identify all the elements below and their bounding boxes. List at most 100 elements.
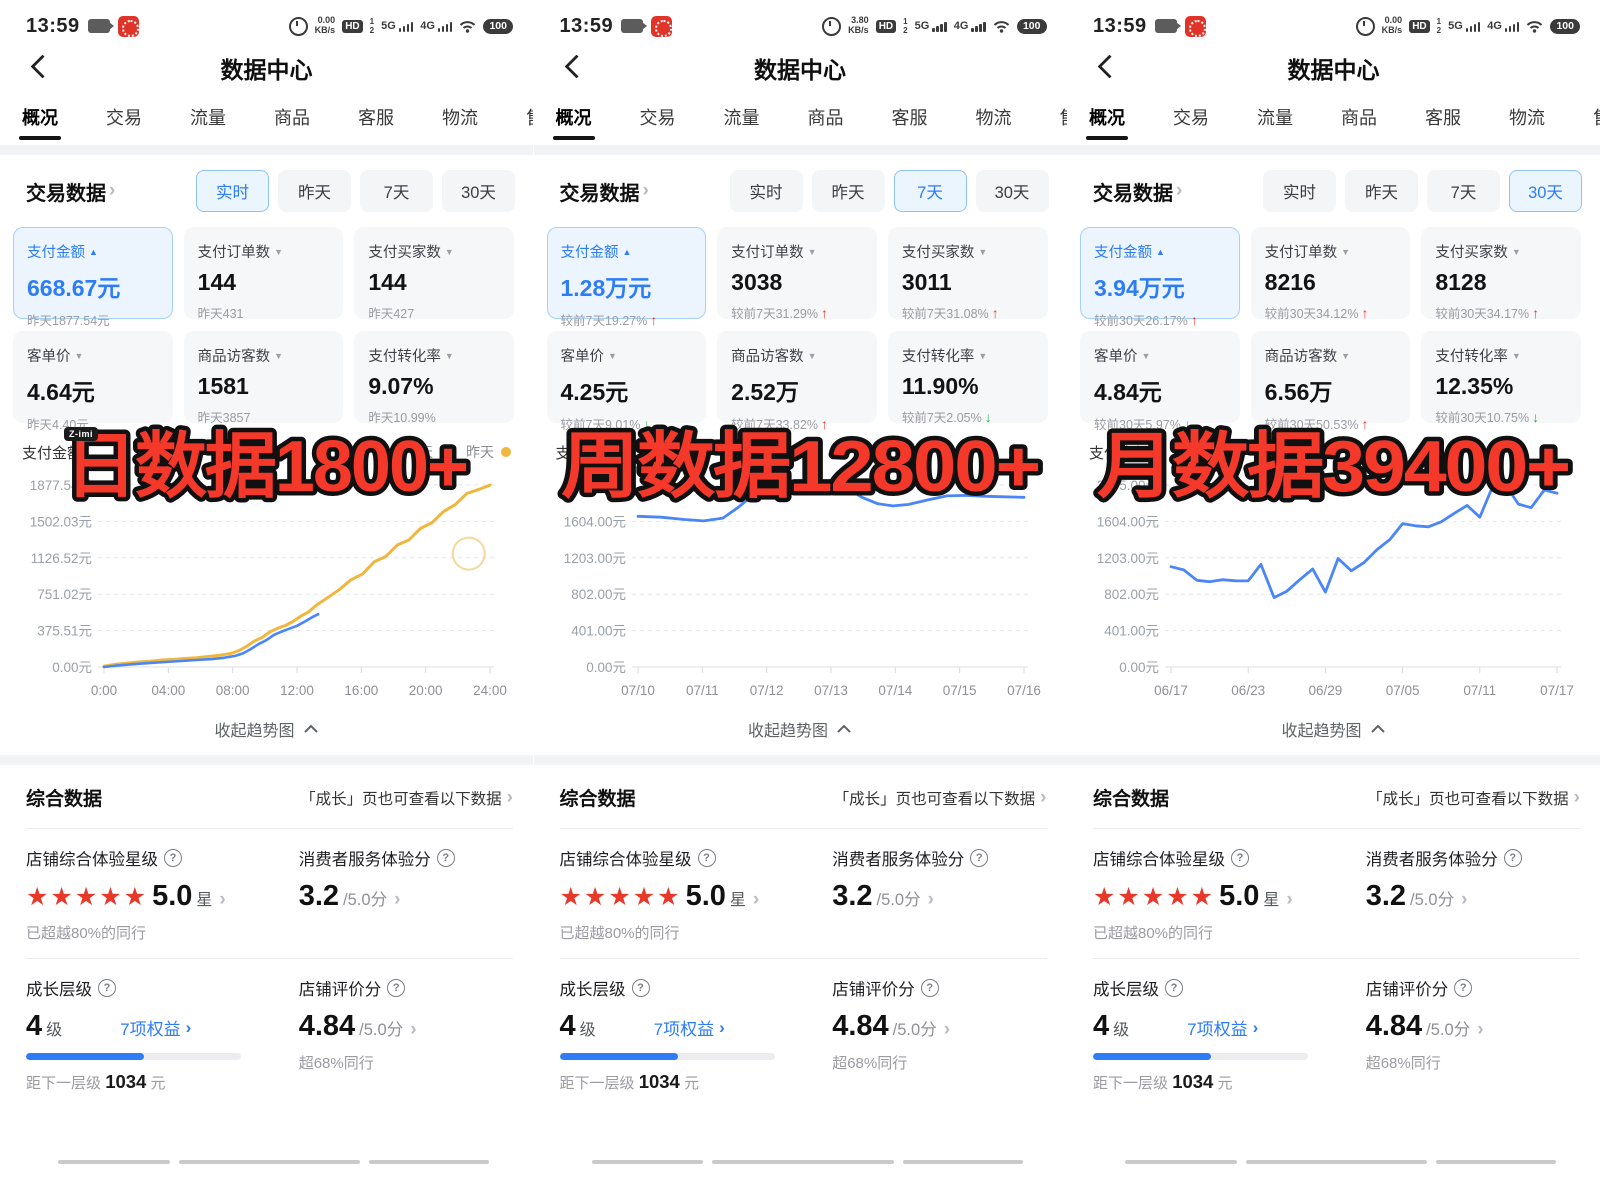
trend-chart[interactable]: 1877.54元 1502.03元 1126.52元 751.02元 375.51元 0.… <box>12 467 517 707</box>
tab-trade[interactable]: 交易 <box>106 108 142 128</box>
filter-realtime[interactable]: 实时 <box>1263 170 1336 212</box>
trade-data-title[interactable]: 交易数据 <box>559 182 640 205</box>
tab-overview[interactable]: 概况 <box>1086 104 1128 145</box>
tab-logistics[interactable]: 物流 <box>975 108 1012 128</box>
tab-overview[interactable]: 概况 <box>552 104 595 145</box>
service-score[interactable]: 3.2 /5.0分 › <box>298 880 401 912</box>
metric-card-pay-orders[interactable]: 支付订单数 ▼ 3038 较前7天31.29% ↑ <box>717 227 877 321</box>
metric-card-pay-buyers[interactable]: 支付买家数 ▼ 8128 较前30天34.17% ↑ <box>1421 227 1581 321</box>
trend-chart[interactable]: 2005.00元 1604.00元 1203.00元 802.00元 401.00元 0.… <box>546 467 1051 707</box>
metric-compare: 较前30天50.53% <box>1264 418 1359 432</box>
net-speed-value: 0.00 <box>317 15 336 26</box>
help-icon[interactable]: ? <box>970 849 989 867</box>
filter-7day[interactable]: 7天 <box>1427 170 1500 212</box>
filter-realtime[interactable]: 实时 <box>196 170 269 212</box>
tab-goods[interactable]: 商品 <box>1341 108 1377 128</box>
metric-card-avg-order[interactable]: 客单价 ▼ 4.64元 昨天4.40元 <box>13 331 173 432</box>
collapse-trend-link[interactable]: 收起趋势图 <box>534 717 1067 741</box>
metric-card-pay-orders[interactable]: 支付订单数 ▼ 144 昨天431 <box>183 227 344 321</box>
help-icon[interactable]: ? <box>1503 849 1522 867</box>
metric-card-avg-order[interactable]: 客单价 ▼ 4.84元 较前30天5.97% ↓ <box>1080 331 1240 432</box>
shop-star-rating[interactable]: ★★★★★ 5.0 星 › <box>559 880 760 912</box>
filter-7day[interactable]: 7天 <box>360 170 433 212</box>
tab-service[interactable]: 客服 <box>1425 108 1461 128</box>
trend-chart[interactable]: 2005.00元 1604.00元 1203.00元 802.00元 401.00元 0.… <box>1079 467 1584 707</box>
tab-service[interactable]: 客服 <box>358 108 394 128</box>
tab-aftersale[interactable]: 售 <box>1060 104 1067 145</box>
divider-strip <box>0 755 533 765</box>
tab-trade[interactable]: 交易 <box>639 108 676 128</box>
svg-text:07/16: 07/16 <box>1007 683 1041 698</box>
time-filter-group: 实时 昨天 7天 30天 <box>196 170 515 212</box>
metric-card-pay-orders[interactable]: 支付订单数 ▼ 8216 较前30天34.12% ↑ <box>1250 227 1411 321</box>
overall-data-section: 综合数据 「成长」页也可查看以下数据 › 店铺综合体验星级? ★★★★★ 5.0 … <box>1093 765 1580 1108</box>
service-score[interactable]: 3.2 /5.0分 › <box>1365 880 1468 912</box>
tab-goods[interactable]: 商品 <box>274 108 310 128</box>
tab-traffic[interactable]: 流量 <box>190 108 226 128</box>
cutoff-skeleton-bars <box>58 1160 489 1164</box>
help-icon[interactable]: ? <box>697 849 716 867</box>
collapse-trend-link[interactable]: 收起趋势图 <box>0 717 533 741</box>
metric-card-visitors[interactable]: 商品访客数 ▼ 1581 昨天3857 <box>183 331 344 425</box>
shop-review-score[interactable]: 4.84 /5.0分 › <box>298 1010 417 1042</box>
metric-card-pay-amount[interactable]: 支付金额 ▲ 1.28万元 较前7天19.27% ↑ <box>546 227 707 328</box>
help-icon[interactable]: ? <box>436 849 455 867</box>
growth-page-link[interactable]: 「成长」页也可查看以下数据 › <box>1367 786 1580 808</box>
help-icon[interactable]: ? <box>164 849 182 867</box>
metric-value: 9.07% <box>368 373 434 399</box>
rights-link[interactable]: 7项权益 › <box>653 1017 725 1040</box>
metric-card-avg-order[interactable]: 客单价 ▼ 4.25元 较前7天9.01% ↓ <box>546 331 707 432</box>
metric-card-conversion[interactable]: 支付转化率 ▼ 9.07% 昨天10.99% <box>354 331 514 425</box>
filter-yesterday[interactable]: 昨天 <box>278 170 351 212</box>
rights-link[interactable]: 7项权益 › <box>1187 1017 1259 1040</box>
tab-logistics[interactable]: 物流 <box>442 108 478 128</box>
svg-text:1877.54元: 1877.54元 <box>30 478 92 493</box>
filter-30day[interactable]: 30天 <box>975 170 1049 212</box>
metric-card-visitors[interactable]: 商品访客数 ▼ 6.56万 较前30天50.53% ↑ <box>1250 331 1411 432</box>
metric-card-pay-buyers[interactable]: 支付买家数 ▼ 3011 较前7天31.08% ↑ <box>887 227 1048 321</box>
tab-aftersale[interactable]: 售 <box>1593 104 1600 145</box>
svg-text:1126.52元: 1126.52元 <box>31 551 92 566</box>
tab-bar: 概况 交易 流量 商品 客服 物流 售 <box>552 104 1067 145</box>
growth-page-link[interactable]: 「成长」页也可查看以下数据 › <box>300 786 513 808</box>
rights-link[interactable]: 7项权益 › <box>120 1017 192 1040</box>
collapse-trend-link[interactable]: 收起趋势图 <box>1067 717 1600 741</box>
help-icon[interactable]: ? <box>631 979 650 997</box>
metric-card-pay-buyers[interactable]: 支付买家数 ▼ 144 昨天427 <box>354 227 514 321</box>
filter-realtime[interactable]: 实时 <box>729 170 803 212</box>
tab-goods[interactable]: 商品 <box>807 108 844 128</box>
help-icon[interactable]: ? <box>1231 849 1249 867</box>
filter-yesterday[interactable]: 昨天 <box>811 170 885 212</box>
tab-trade[interactable]: 交易 <box>1173 108 1209 128</box>
metric-value: 3011 <box>901 269 952 295</box>
tab-traffic[interactable]: 流量 <box>1257 108 1293 128</box>
tab-logistics[interactable]: 物流 <box>1509 108 1545 128</box>
tab-aftersale[interactable]: 售 <box>526 104 533 145</box>
help-icon[interactable]: ? <box>920 979 939 997</box>
shop-star-rating[interactable]: ★★★★★ 5.0 星 › <box>26 880 226 912</box>
tab-traffic[interactable]: 流量 <box>723 108 760 128</box>
help-icon[interactable]: ? <box>98 979 116 997</box>
metric-card-pay-amount[interactable]: 支付金额 ▲ 668.67元 昨天1877.54元 <box>13 227 173 328</box>
shop-review-score[interactable]: 4.84 /5.0分 › <box>832 1010 951 1042</box>
metric-card-conversion[interactable]: 支付转化率 ▼ 12.35% 较前30天10.75% ↓ <box>1421 331 1581 425</box>
filter-yesterday[interactable]: 昨天 <box>1345 170 1418 212</box>
tab-service[interactable]: 客服 <box>891 108 928 128</box>
filter-30day[interactable]: 30天 <box>1509 170 1582 212</box>
shop-star-rating[interactable]: ★★★★★ 5.0 星 › <box>1093 880 1293 912</box>
help-icon[interactable]: ? <box>387 979 406 997</box>
trade-data-title[interactable]: 交易数据 <box>1093 182 1173 205</box>
service-score[interactable]: 3.2 /5.0分 › <box>832 880 934 912</box>
cutoff-skeleton-bars <box>1125 1160 1556 1164</box>
trade-data-title[interactable]: 交易数据 <box>26 182 106 205</box>
help-icon[interactable]: ? <box>1454 979 1473 997</box>
help-icon[interactable]: ? <box>1165 979 1183 997</box>
tab-overview[interactable]: 概况 <box>19 104 61 145</box>
filter-7day[interactable]: 7天 <box>893 170 967 212</box>
shop-review-score[interactable]: 4.84 /5.0分 › <box>1365 1010 1484 1042</box>
metric-card-conversion[interactable]: 支付转化率 ▼ 11.90% 较前7天2.05% ↓ <box>887 331 1048 425</box>
metric-card-pay-amount[interactable]: 支付金额 ▲ 3.94万元 较前30天26.17% ↑ <box>1080 227 1240 328</box>
growth-page-link[interactable]: 「成长」页也可查看以下数据 › <box>833 786 1047 808</box>
filter-30day[interactable]: 30天 <box>442 170 515 212</box>
metric-card-visitors[interactable]: 商品访客数 ▼ 2.52万 较前7天33.82% ↑ <box>717 331 877 432</box>
